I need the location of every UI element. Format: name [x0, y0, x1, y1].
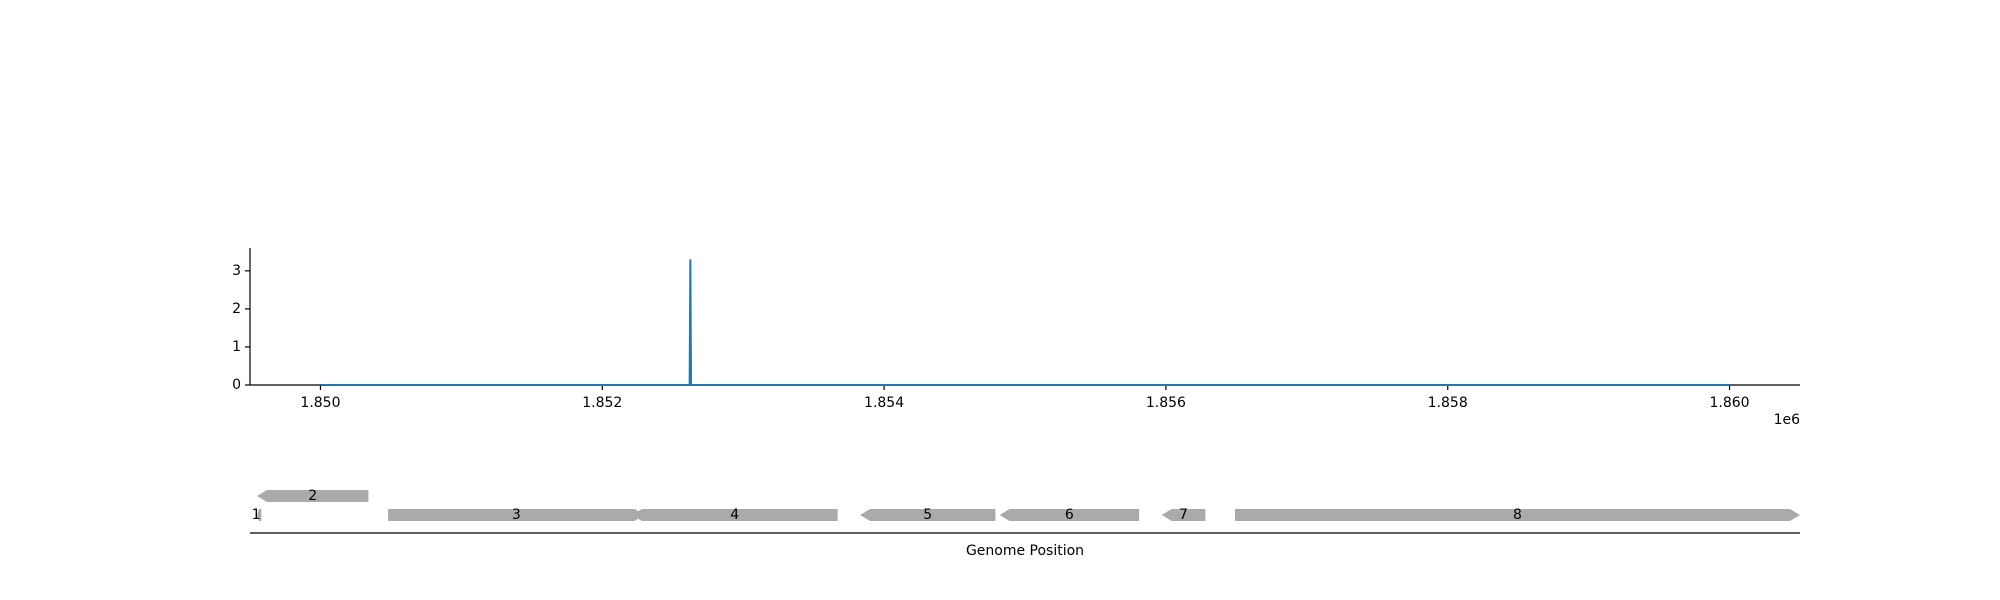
y-ticks: 0 1 2 3 — [232, 263, 250, 393]
gene-5-arrow — [860, 509, 996, 521]
y-tick-label: 2 — [232, 301, 241, 317]
gene-7-label: 7 — [1179, 507, 1188, 523]
gene-3-label: 3 — [512, 507, 521, 523]
series-layer — [320, 259, 1730, 386]
x-tick-label: 1.856 — [1146, 395, 1186, 411]
gene-3-arrow — [388, 509, 645, 521]
series-line — [320, 259, 1730, 386]
gene-2-label: 2 — [308, 488, 317, 504]
gene-6-label: 6 — [1065, 507, 1074, 523]
gene-1-label: 1 — [252, 507, 261, 523]
x-tick-label: 1.858 — [1428, 395, 1468, 411]
gene-8-label: 8 — [1513, 507, 1522, 523]
gene-1-arrow — [257, 509, 262, 521]
gene-track-xlabel: Genome Position — [966, 543, 1084, 559]
x-ticks: 1.850 1.852 1.854 1.856 1.858 1.860 — [300, 385, 1750, 411]
gene-4-label: 4 — [730, 507, 739, 523]
x-tick-label: 1.850 — [300, 395, 340, 411]
x-tick-label: 1.854 — [864, 395, 904, 411]
gene-2-arrow — [257, 490, 369, 502]
gene-track: 1 2 3 4 5 6 7 8 Genome Position — [250, 488, 1800, 559]
y-tick-label: 0 — [232, 377, 241, 393]
gene-8-arrow — [1235, 509, 1800, 521]
y-tick-label: 1 — [232, 339, 241, 355]
gene-7-arrow — [1161, 509, 1206, 521]
x-offset-label: 1e6 — [1774, 412, 1801, 428]
gene-5-label: 5 — [923, 507, 932, 523]
x-tick-label: 1.860 — [1709, 395, 1749, 411]
coverage-chart: 0 1 2 3 1.850 1.852 1.854 1.856 1.858 1.860 1e6 — [232, 248, 1800, 428]
gene-6-arrow — [999, 509, 1140, 521]
gene-4-arrow — [631, 509, 838, 521]
genes-layer: 1 2 3 4 5 6 7 8 — [252, 488, 1800, 523]
x-tick-label: 1.852 — [582, 395, 622, 411]
y-tick-label: 3 — [232, 263, 241, 279]
